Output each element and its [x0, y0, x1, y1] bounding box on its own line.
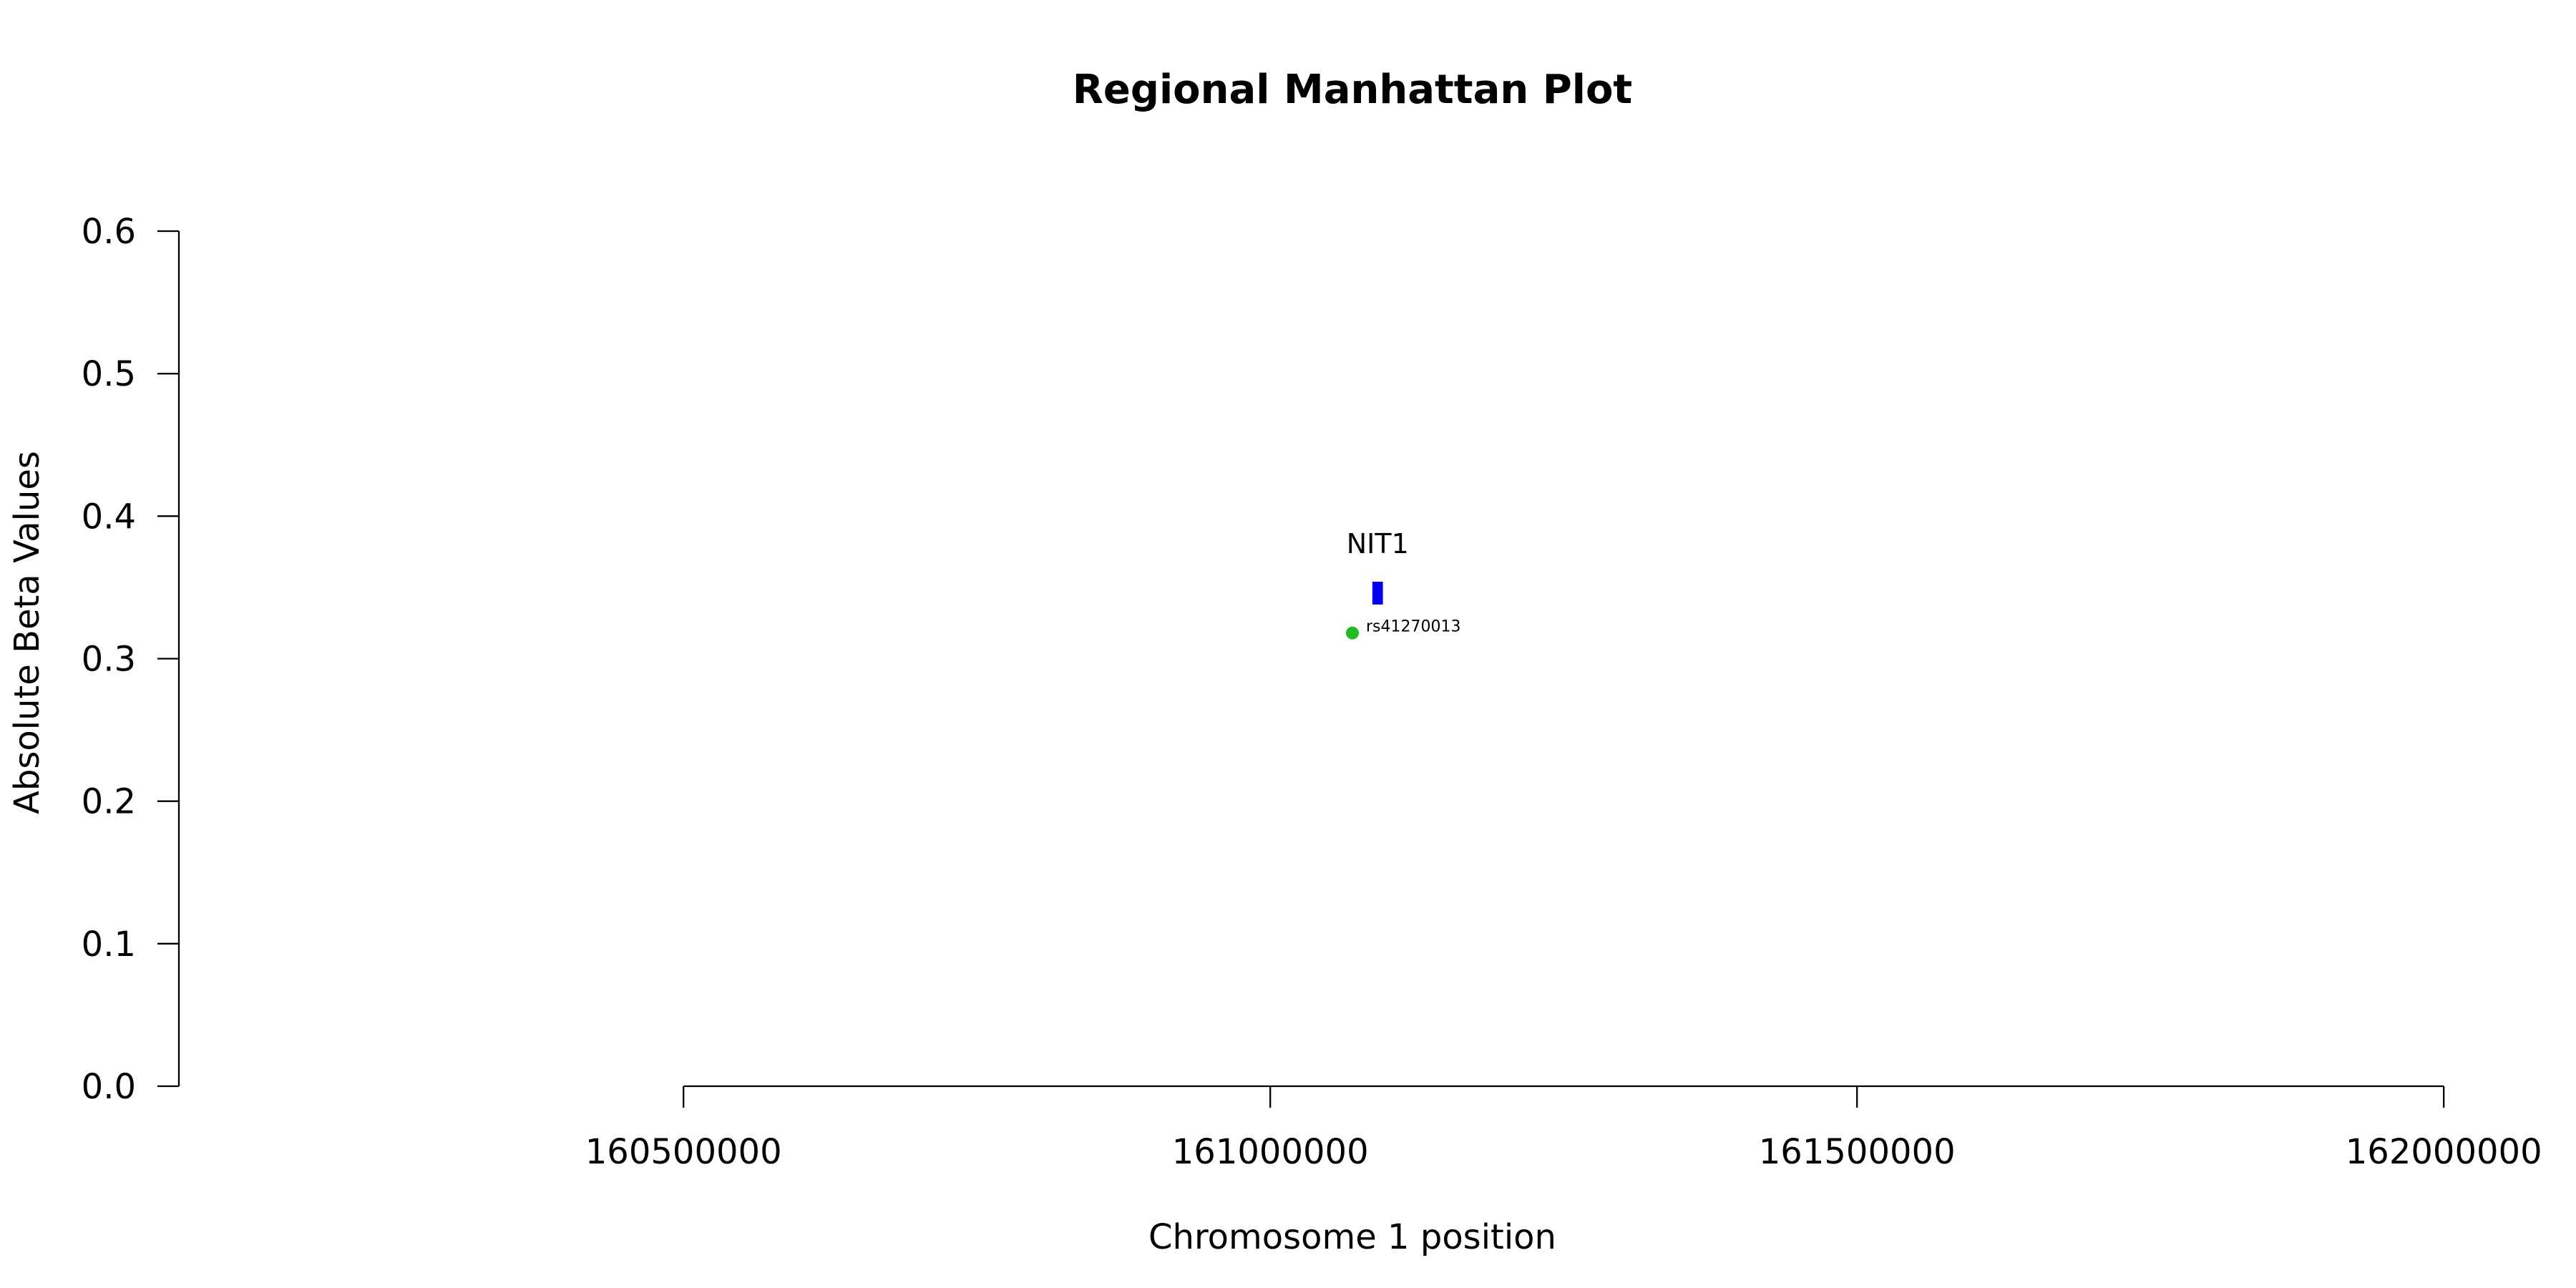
y-axis-title: Absolute Beta Values [7, 451, 47, 814]
y-tick-label: 0.5 [82, 354, 136, 394]
gene-label: NIT1 [1347, 528, 1409, 560]
y-tick-label: 0.2 [82, 782, 136, 822]
y-tick-label: 0.1 [82, 924, 136, 965]
x-axis-title: Chromosome 1 position [1148, 1217, 1556, 1257]
snp-points: rs41270013 [1346, 618, 1460, 640]
x-tick-label: 160500000 [585, 1132, 782, 1172]
y-tick-label: 0.4 [82, 497, 136, 537]
chart-title: Regional Manhattan Plot [1073, 67, 1632, 113]
snp-point [1346, 626, 1359, 640]
gene-bar [1372, 581, 1383, 605]
y-tick-label: 0.3 [82, 640, 136, 680]
y-tick-label: 0.6 [82, 212, 136, 252]
x-tick-label: 162000000 [2346, 1132, 2542, 1172]
y-axis: 0.0 0.1 0.2 0.3 0.4 0.5 0.6 [82, 212, 180, 1107]
gene-track: NIT1 [1347, 528, 1409, 605]
x-tick-label: 161500000 [1759, 1132, 1956, 1172]
x-axis: 160500000 161000000 161500000 162000000 [585, 1085, 2542, 1172]
y-tick-label: 0.0 [82, 1067, 136, 1107]
snp-label: rs41270013 [1366, 618, 1460, 636]
x-tick-label: 161000000 [1172, 1132, 1369, 1172]
